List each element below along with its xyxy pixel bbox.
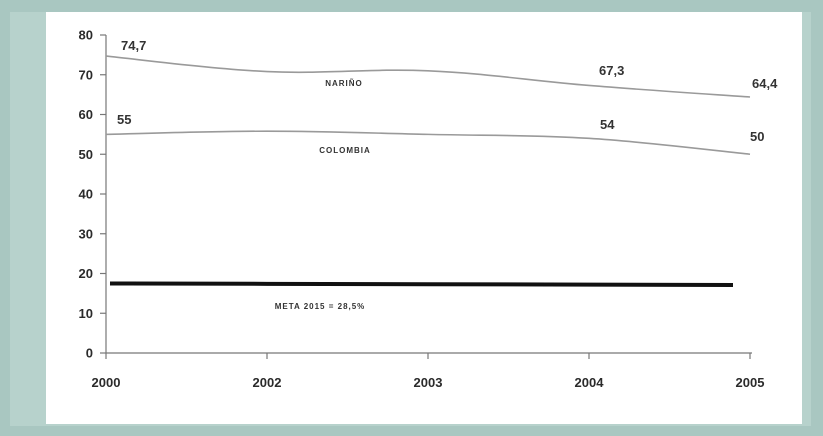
data-label: 67,3 (599, 63, 624, 78)
y-tick-label: 10 (79, 306, 93, 321)
y-tick-label: 80 (79, 28, 93, 43)
y-tick-label: 40 (79, 187, 93, 202)
series-line-1 (105, 130, 751, 156)
y-tick-label: 60 (79, 107, 93, 122)
y-tick-label: 30 (79, 226, 93, 241)
y-tick-label: 0 (86, 346, 93, 361)
data-label: 54 (600, 117, 615, 132)
y-tick-label: 20 (79, 266, 93, 281)
x-tick-label: 2005 (736, 375, 765, 390)
x-tick-label: 2004 (575, 375, 605, 390)
series-line-0 (105, 55, 751, 98)
series-name-label: COLOMBIA (319, 146, 371, 155)
x-tick-label: 2000 (92, 375, 121, 390)
x-tick-label: 2002 (253, 375, 282, 390)
series-group (105, 55, 751, 288)
data-label: 55 (117, 112, 131, 127)
series-line-2 (109, 281, 734, 288)
y-tick-label: 70 (79, 67, 93, 82)
data-label: 74,7 (121, 38, 146, 53)
chart-panel (46, 12, 802, 424)
series-name-label: NARIÑO (325, 79, 363, 88)
labels-group: NARIÑO 74,7 67,3 64,4 COLOMBIA 55 54 50 META 201… (117, 38, 778, 311)
data-label: 64,4 (752, 76, 778, 91)
x-tick-label: 2003 (414, 375, 443, 390)
y-tick-label: 50 (79, 147, 93, 162)
axes: 0 10 20 30 40 50 60 70 80 2000 2002 2003 2004 2005 (79, 28, 765, 391)
data-label: 50 (750, 129, 764, 144)
series-name-label: META 2015 = 28,5% (275, 302, 366, 311)
